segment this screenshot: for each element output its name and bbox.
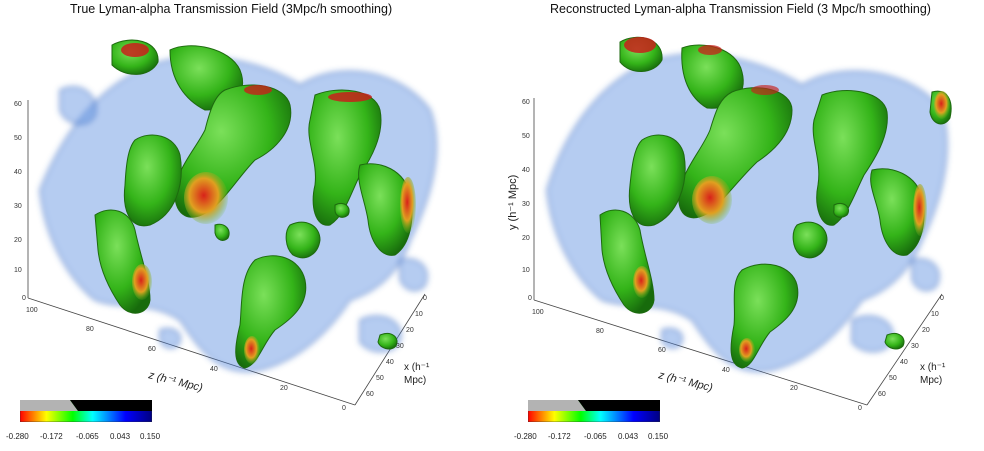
x-axis-label-line1: x (h⁻¹ xyxy=(920,362,946,373)
y-axis-ticks: 60 50 40 30 20 10 0 xyxy=(14,101,26,302)
panel-title: True Lyman-alpha Transmission Field (3Mp… xyxy=(70,2,393,16)
z-tick: 60 xyxy=(148,346,156,353)
colorbar-tick: -0.280 xyxy=(514,432,537,441)
colorbar-ticks: -0.280 -0.172 -0.065 0.043 0.150 xyxy=(6,432,166,444)
z-tick: 60 xyxy=(658,347,666,354)
y-tick: 50 xyxy=(522,133,530,140)
x-axis-label-line2: Mpc) xyxy=(920,375,942,386)
x-tick: 0 xyxy=(423,295,427,302)
y-tick: 30 xyxy=(14,203,22,210)
colorbar-tick: -0.172 xyxy=(548,432,571,441)
colorbar-tick: 0.043 xyxy=(618,432,639,441)
volume-render-scene: y (h⁻¹ Mpc) 60 50 40 30 20 10 0 100 80 6… xyxy=(507,36,952,412)
y-tick: 0 xyxy=(22,295,26,302)
z-tick: 0 xyxy=(858,405,862,412)
y-tick: 40 xyxy=(14,169,22,176)
z-tick: 40 xyxy=(210,366,218,373)
colorbar xyxy=(528,400,660,422)
x-tick: 50 xyxy=(889,375,897,382)
y-tick: 20 xyxy=(14,237,22,244)
z-tick: 0 xyxy=(342,405,346,412)
colorbar-ticks: -0.280 -0.172 -0.065 0.043 0.150 xyxy=(514,432,674,444)
y-tick: 40 xyxy=(522,167,530,174)
y-tick: 20 xyxy=(522,235,530,242)
x-tick: 60 xyxy=(878,391,886,398)
panel-title: Reconstructed Lyman-alpha Transmission F… xyxy=(550,2,931,16)
z-tick: 20 xyxy=(280,385,288,392)
colorbar-tick: -0.280 xyxy=(6,432,29,441)
volume-render-scene: 60 50 40 30 20 10 0 100 80 60 40 20 0 z … xyxy=(14,39,438,412)
z-tick: 20 xyxy=(790,385,798,392)
x-axis-label-line2: Mpc) xyxy=(404,375,426,386)
red-hotspots xyxy=(121,43,416,364)
y-tick: 60 xyxy=(14,101,22,108)
x-axis-ticks: 0 10 20 30 40 50 60 xyxy=(366,295,427,398)
colorbar-tick: 0.043 xyxy=(110,432,131,441)
panel-true-field: True Lyman-alpha Transmission Field (3Mp… xyxy=(6,2,438,444)
z-axis-ticks: 100 80 60 40 20 0 xyxy=(26,307,346,412)
colorbar-tick: -0.065 xyxy=(76,432,99,441)
y-axis-ticks: 60 50 40 30 20 10 0 xyxy=(522,99,532,302)
z-axis-ticks: 100 80 60 40 20 0 xyxy=(532,309,862,412)
y-tick: 30 xyxy=(522,201,530,208)
colorbar-tick: 0.150 xyxy=(648,432,669,441)
x-tick: 10 xyxy=(415,311,423,318)
y-axis-label: y (h⁻¹ Mpc) xyxy=(507,175,519,230)
x-tick: 20 xyxy=(922,327,930,334)
x-tick: 50 xyxy=(376,375,384,382)
z-tick: 80 xyxy=(86,326,94,333)
x-tick: 60 xyxy=(366,391,374,398)
y-tick: 60 xyxy=(522,99,530,106)
y-tick: 10 xyxy=(522,267,530,274)
x-tick: 20 xyxy=(406,327,414,334)
z-tick: 100 xyxy=(26,307,38,314)
x-tick: 40 xyxy=(900,359,908,366)
x-axis-label-line1: x (h⁻¹ xyxy=(404,362,430,373)
colorbar-tick: -0.065 xyxy=(584,432,607,441)
x-tick: 30 xyxy=(396,343,404,350)
y-tick: 50 xyxy=(14,135,22,142)
colorbar-tick: 0.150 xyxy=(140,432,161,441)
z-tick: 100 xyxy=(532,309,544,316)
x-axis-ticks: 0 10 20 30 40 50 60 xyxy=(878,295,944,398)
z-tick: 80 xyxy=(596,328,604,335)
z-axis-label: z (h⁻¹ Mpc) xyxy=(146,369,204,394)
x-tick: 40 xyxy=(386,359,394,366)
z-tick: 40 xyxy=(722,367,730,374)
y-tick: 0 xyxy=(528,295,532,302)
x-tick: 30 xyxy=(911,343,919,350)
colorbar xyxy=(20,400,152,422)
red-hotspots xyxy=(624,37,950,362)
x-tick: 0 xyxy=(940,295,944,302)
x-tick: 10 xyxy=(931,311,939,318)
z-axis-label: z (h⁻¹ Mpc) xyxy=(656,369,714,394)
colorbar-tick: -0.172 xyxy=(40,432,63,441)
y-tick: 10 xyxy=(14,267,22,274)
panel-reconstructed-field: Reconstructed Lyman-alpha Transmission F… xyxy=(492,0,984,451)
axis-frame xyxy=(533,98,943,406)
